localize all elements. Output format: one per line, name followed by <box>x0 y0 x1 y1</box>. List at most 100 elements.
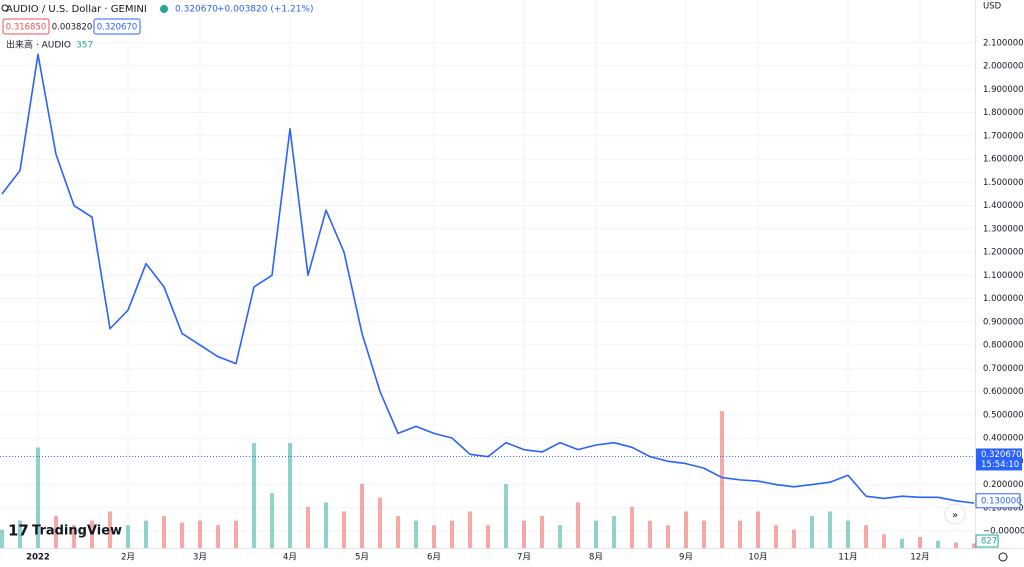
y-tick-label: 1.500000 <box>983 178 1024 188</box>
volume-label: 出来高 · AUDIO <box>6 39 71 51</box>
volume-bar <box>648 520 652 548</box>
x-tick-label: 6月 <box>427 553 441 563</box>
volume-bar <box>486 525 490 548</box>
volume-bar <box>936 540 940 548</box>
volume-bar <box>180 522 184 548</box>
bid-button[interactable] <box>2 18 50 35</box>
volume-bar <box>216 525 220 548</box>
volume-bar <box>360 484 364 548</box>
y-tick-label: 0.500000 <box>983 410 1024 420</box>
x-tick-label: 11月 <box>838 553 857 563</box>
y-tick-label: 0.700000 <box>983 364 1024 374</box>
symbol-title[interactable]: AUDIO / U.S. Dollar · GEMINI <box>6 4 147 15</box>
volume-bar <box>666 525 670 548</box>
volume-bar <box>522 520 526 548</box>
volume-bar <box>954 542 958 548</box>
y-tick-label: 1.700000 <box>983 131 1024 141</box>
volume-bar <box>468 511 472 548</box>
countdown: 15:54:10 <box>981 460 1019 470</box>
volume-bar <box>972 543 976 548</box>
volume-bar <box>18 520 22 548</box>
volume-bar <box>270 493 274 548</box>
y-tick-label: 0.600000 <box>983 387 1024 397</box>
y-tick-label: 0.200000 <box>983 480 1024 490</box>
y-tick-label: 2.000000 <box>983 62 1024 72</box>
volume-bar <box>36 447 40 548</box>
volume-bar <box>756 511 760 548</box>
y-tick-label: 1.900000 <box>983 85 1024 95</box>
volume-bar <box>324 502 328 548</box>
volume-bar <box>54 516 58 548</box>
volume-bar <box>576 502 580 548</box>
volume-bar <box>738 520 742 548</box>
y-tick-label: −0.000000 <box>983 527 1024 537</box>
volume-bar <box>612 516 616 548</box>
volume-bar <box>234 520 238 548</box>
volume-bar <box>774 525 778 548</box>
volume-bar <box>126 525 130 548</box>
volume-bar <box>882 534 886 548</box>
scroll-button[interactable] <box>944 503 966 525</box>
y-tick-label: 1.000000 <box>983 294 1024 304</box>
volume-bar <box>684 511 688 548</box>
volume-bar <box>342 511 346 548</box>
logo-mark: 17 <box>8 522 29 540</box>
y-tick-label: 2.100000 <box>983 38 1024 48</box>
volume-bar <box>0 529 4 548</box>
change: +0.003820 (+1.21%) <box>217 5 314 15</box>
volume-bar <box>198 520 202 548</box>
x-tick-label: 9月 <box>679 553 693 563</box>
x-tick-label: 7月 <box>517 553 531 563</box>
volume-bar <box>378 497 382 548</box>
x-tick-label: 3月 <box>193 553 207 563</box>
volume-bar <box>900 538 904 548</box>
volume-bar <box>108 511 112 548</box>
y-tick-label: 0.800000 <box>983 341 1024 351</box>
volume-bar <box>828 511 832 548</box>
x-tick-label: 4月 <box>283 553 297 563</box>
y-tick-label: 1.100000 <box>983 271 1024 281</box>
y-tick-label: 0.900000 <box>983 317 1024 327</box>
volume-last: 357 <box>76 41 93 51</box>
volume-bar <box>396 516 400 548</box>
volume-bar <box>720 411 724 548</box>
ask-button[interactable] <box>93 18 141 35</box>
x-tick-label: 10月 <box>748 553 767 563</box>
volume-bar <box>504 484 508 548</box>
volume-bar <box>288 442 292 548</box>
volume-bar <box>414 520 418 548</box>
volume-bar <box>630 506 634 548</box>
currency[interactable]: USD <box>983 2 1002 12</box>
y-tick-label: 1.800000 <box>983 108 1024 118</box>
scroll-icon: » <box>952 510 958 521</box>
y-tick-label: 1.300000 <box>983 224 1024 234</box>
volume-bar <box>306 506 310 548</box>
y-tick-label: 0.400000 <box>983 434 1024 444</box>
volume-tag <box>975 534 999 548</box>
volume-bar <box>810 516 814 548</box>
low-tag-label: 0.130000 <box>981 496 1022 506</box>
x-tick-label: 8月 <box>589 553 603 563</box>
logo[interactable]: TradingView <box>32 524 122 539</box>
y-tick-label: 1.400000 <box>983 201 1024 211</box>
volume-bar <box>72 525 76 548</box>
price-tag-label: 0.320670 <box>981 450 1022 460</box>
last-price: 0.320670 <box>175 5 218 15</box>
volume-bar <box>846 520 850 548</box>
x-tick-label: 2月 <box>121 553 135 563</box>
bid: 0.316850 <box>6 23 47 33</box>
price-tag <box>976 448 1022 471</box>
volume-bar <box>450 520 454 548</box>
spread: 0.003820 <box>52 23 93 33</box>
low-tag <box>975 493 1021 509</box>
x-tick-label: 5月 <box>355 553 369 563</box>
volume-tag-label: 827 <box>981 537 997 547</box>
y-tick-label: 1.200000 <box>983 248 1024 258</box>
volume-bar <box>702 520 706 548</box>
y-tick-label: 1.600000 <box>983 155 1024 165</box>
price-line <box>1 53 975 504</box>
volume-bar <box>558 525 562 548</box>
settings-icon[interactable] <box>998 552 1008 562</box>
